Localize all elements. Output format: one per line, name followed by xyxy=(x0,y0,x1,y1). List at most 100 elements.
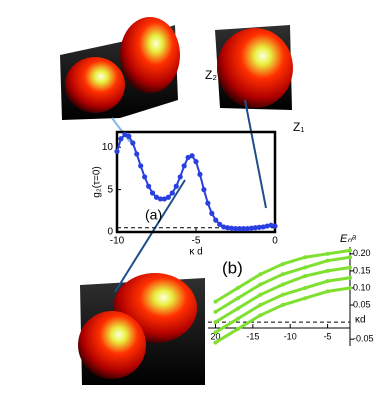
plot-frame xyxy=(115,130,277,234)
y-tick-label: 0.20 xyxy=(353,248,371,258)
x-axis-label: κd xyxy=(355,315,366,326)
point xyxy=(213,330,218,335)
point xyxy=(122,131,128,138)
point xyxy=(325,268,330,273)
panel-label: (a) xyxy=(145,207,162,223)
point xyxy=(235,306,240,311)
point xyxy=(181,163,187,169)
x-tick-label: 20 xyxy=(210,331,220,341)
point xyxy=(225,225,231,231)
point xyxy=(325,289,330,294)
x-tick-label: -5 xyxy=(324,331,332,341)
point xyxy=(240,226,246,232)
point xyxy=(213,320,218,325)
point xyxy=(252,225,258,231)
point xyxy=(235,316,240,321)
y-axis-label: Eₙᵃ xyxy=(340,233,357,245)
x-tick-label: -5 xyxy=(192,236,201,247)
point xyxy=(161,196,167,202)
point xyxy=(303,296,308,301)
series-line xyxy=(116,133,276,230)
point xyxy=(173,183,179,189)
point xyxy=(235,296,240,301)
arrow xyxy=(114,179,186,293)
point xyxy=(149,190,156,196)
peak xyxy=(65,57,125,113)
point xyxy=(325,258,330,263)
panel-label: (b) xyxy=(222,258,243,277)
point xyxy=(264,223,270,229)
point xyxy=(244,226,250,232)
point xyxy=(228,225,235,231)
point xyxy=(272,223,278,229)
peak xyxy=(120,17,180,93)
point xyxy=(348,255,352,260)
point xyxy=(126,133,132,139)
point xyxy=(134,151,140,157)
point xyxy=(325,251,330,256)
point xyxy=(138,163,144,169)
point xyxy=(280,272,285,277)
x-tick-label: -15 xyxy=(246,331,259,341)
point xyxy=(197,171,203,177)
point xyxy=(348,248,352,253)
point xyxy=(146,183,152,189)
y-tick-label: 0.05 xyxy=(353,299,371,309)
point xyxy=(348,285,352,290)
point xyxy=(201,187,207,193)
point xyxy=(258,282,263,287)
point xyxy=(169,190,175,196)
point xyxy=(325,279,330,284)
y-tick-label: -0.05 xyxy=(353,334,374,344)
point xyxy=(153,194,160,200)
point xyxy=(258,313,263,318)
point xyxy=(185,154,191,161)
point xyxy=(165,194,171,200)
point xyxy=(303,255,308,260)
point xyxy=(221,224,227,230)
point xyxy=(213,340,218,345)
y-axis-label: g₂(τ=0) xyxy=(92,166,103,197)
x-tick-label: -10 xyxy=(284,331,297,341)
point xyxy=(256,224,262,230)
point xyxy=(213,299,218,304)
point xyxy=(130,140,136,146)
point xyxy=(213,309,218,314)
point xyxy=(258,303,263,308)
x-axis-label: κ d xyxy=(189,247,202,258)
x-tick-label: 0 xyxy=(272,236,278,247)
point xyxy=(348,275,352,280)
point xyxy=(193,159,199,165)
point xyxy=(235,326,240,331)
surface-images xyxy=(60,17,293,385)
point xyxy=(235,285,240,290)
point xyxy=(232,226,239,232)
annotation: Z₂ xyxy=(205,68,217,82)
y-tick-label: 0.10 xyxy=(353,282,371,292)
point xyxy=(280,282,285,287)
point xyxy=(268,222,274,228)
point xyxy=(258,272,263,277)
annotation: Z₁ xyxy=(293,120,304,134)
point xyxy=(157,196,164,202)
point xyxy=(280,262,285,267)
point xyxy=(209,210,215,216)
point xyxy=(303,274,308,279)
point xyxy=(258,292,263,297)
point xyxy=(114,148,120,155)
point xyxy=(213,217,219,223)
point xyxy=(348,265,352,270)
point xyxy=(236,226,243,232)
point xyxy=(260,224,266,230)
point xyxy=(303,285,308,290)
x-tick-label: -10 xyxy=(110,236,125,247)
point xyxy=(248,225,254,231)
y-tick-label: 0 xyxy=(107,227,113,238)
point xyxy=(189,153,195,159)
point xyxy=(280,292,285,297)
point xyxy=(280,303,285,308)
point xyxy=(177,174,183,180)
point xyxy=(142,174,148,180)
point xyxy=(205,200,211,206)
point xyxy=(303,265,308,270)
